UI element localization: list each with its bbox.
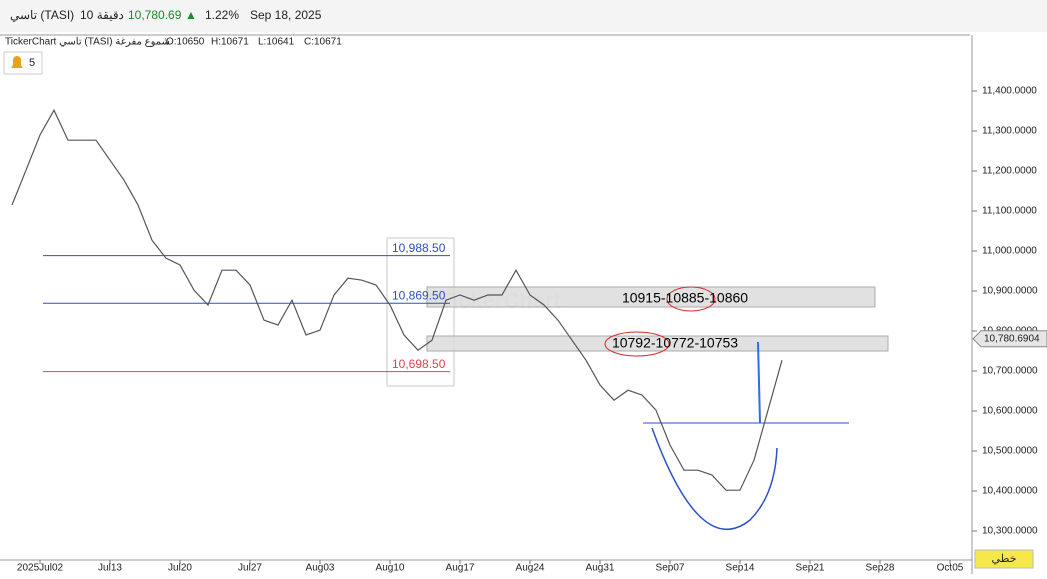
date: Sep 18, 2025 bbox=[250, 8, 322, 22]
last-price-label: 10,780.6904 bbox=[984, 333, 1040, 344]
y-tick-label: 11,400.0000 bbox=[982, 86, 1037, 97]
y-tick-label: 11,200.0000 bbox=[982, 166, 1037, 177]
level-label: 10,869.50 bbox=[392, 288, 446, 302]
symbol: تاسي (TASI) bbox=[10, 8, 74, 22]
alerts-button[interactable] bbox=[3, 51, 43, 75]
x-tick-label: Aug03 bbox=[306, 563, 335, 574]
chart-mode-button[interactable] bbox=[974, 549, 1034, 569]
y-tick-label: 10,700.0000 bbox=[982, 366, 1038, 377]
zone-label: 10792-10772-10753 bbox=[612, 335, 738, 351]
level-label: 10,698.50 bbox=[392, 357, 446, 371]
legend-title: TickerChart تاسي (TASI) شموع مفرغة bbox=[5, 37, 170, 48]
y-tick-label: 11,000.0000 bbox=[982, 246, 1037, 257]
legend-open: O:10650 bbox=[166, 37, 205, 48]
price-line bbox=[11, 108, 783, 491]
x-tick-label: Sep21 bbox=[796, 563, 825, 574]
price: 10,780.69 bbox=[128, 8, 182, 22]
x-tick-label: Aug24 bbox=[516, 563, 545, 574]
x-tick-label: Aug10 bbox=[376, 563, 405, 574]
change: 1.22% bbox=[205, 8, 239, 22]
level-label: 10,988.50 bbox=[392, 241, 446, 255]
last-price-marker bbox=[972, 330, 1047, 348]
x-tick-label: Jul20 bbox=[168, 563, 192, 574]
x-tick-label: Jul13 bbox=[98, 563, 122, 574]
y-tick-label: 10,500.0000 bbox=[982, 446, 1038, 457]
x-tick-label: Aug31 bbox=[586, 563, 615, 574]
y-tick-label: 10,900.0000 bbox=[982, 286, 1038, 297]
highlight-ellipse bbox=[666, 286, 716, 312]
legend-high: H:10671 bbox=[211, 37, 249, 48]
y-tick-label: 10,400.0000 bbox=[982, 486, 1038, 497]
x-tick-label: 2025Jul02 bbox=[17, 563, 64, 574]
x-tick-label: Jul27 bbox=[238, 563, 262, 574]
target-line bbox=[757, 341, 761, 424]
y-tick-label: 10,300.0000 bbox=[982, 526, 1038, 537]
legend-close: C:10671 bbox=[304, 37, 342, 48]
y-tick-label: 10,600.0000 bbox=[982, 406, 1038, 417]
level-box bbox=[386, 237, 455, 387]
x-tick-label: Sep28 bbox=[866, 563, 895, 574]
chart-mode[interactable]: خطي bbox=[992, 553, 1017, 565]
x-tick-label: Sep14 bbox=[726, 563, 755, 574]
legend-low: L:10641 bbox=[258, 37, 295, 48]
alerts-count: 5 bbox=[29, 57, 35, 69]
y-tick-label: 11,300.0000 bbox=[982, 126, 1037, 137]
x-tick-label: Aug17 bbox=[446, 563, 475, 574]
arrow: ▲ bbox=[185, 8, 197, 22]
x-tick-label: Sep07 bbox=[656, 563, 685, 574]
top-bar bbox=[0, 0, 1047, 32]
interval[interactable]: 10 دقيقة bbox=[80, 8, 124, 22]
bell-icon bbox=[11, 56, 23, 68]
highlight-ellipse bbox=[604, 331, 670, 357]
cup-arc bbox=[651, 427, 778, 530]
y-tick-label: 11,100.0000 bbox=[982, 206, 1037, 217]
x-tick-label: Oct05 bbox=[937, 563, 964, 574]
zone-label: 10915-10885-10860 bbox=[622, 290, 748, 306]
